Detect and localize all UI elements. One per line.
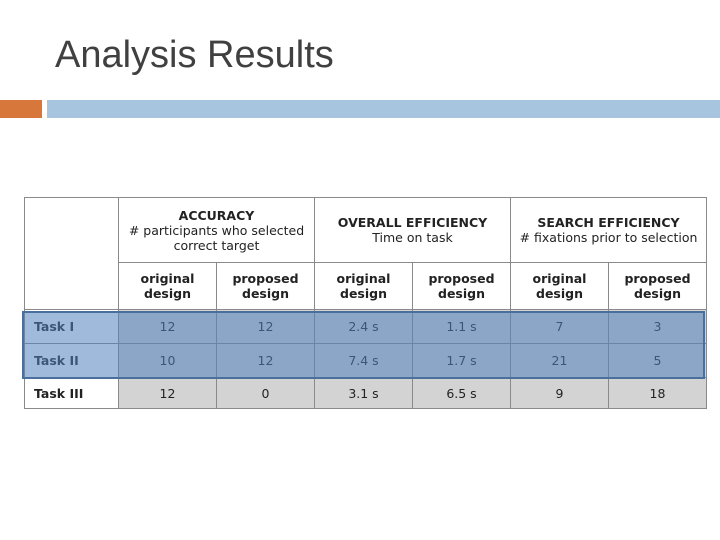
cell-text: original design (336, 271, 391, 301)
sub-header: original design (314, 262, 413, 310)
data-cell: 6.5 s (412, 377, 511, 409)
sub-header: original design (118, 262, 217, 310)
row-label: Task III (24, 377, 119, 409)
data-cell: 9 (510, 377, 609, 409)
cell-text: original design (140, 271, 195, 301)
cell-text: 3.1 s (348, 385, 379, 401)
sub-header: proposed design (608, 262, 707, 310)
cell-text: proposed design (624, 271, 691, 301)
cell-text: proposed design (428, 271, 495, 301)
cell-text: 18 (649, 385, 666, 401)
corner-cell (24, 197, 119, 310)
header-bar (47, 100, 720, 118)
cell-text: ACCURACY (178, 207, 255, 223)
data-cell: 3.1 s (314, 377, 413, 409)
cell-text: 6.5 s (446, 385, 477, 401)
accent-bar (0, 100, 42, 118)
cell-text: 0 (261, 385, 270, 401)
cell-text: # fixations prior to selection (519, 230, 698, 245)
sub-header: original design (510, 262, 609, 310)
group-header: SEARCH EFFICIENCY # fixations prior to se… (510, 197, 707, 263)
sub-header: proposed design (412, 262, 511, 310)
slide-title: Analysis Results (55, 34, 334, 76)
cell-text: Time on task (372, 230, 453, 245)
group-header: OVERALL EFFICIENCY Time on task (314, 197, 511, 263)
cell-text: SEARCH EFFICIENCY (537, 215, 680, 230)
cell-text: Task III (34, 385, 84, 401)
data-cell: 18 (608, 377, 707, 409)
highlight-overlay (22, 311, 705, 379)
data-cell: 12 (118, 377, 217, 409)
data-cell: 0 (216, 377, 315, 409)
group-header: ACCURACY # participants who selected corr… (118, 197, 315, 263)
cell-text: 12 (159, 385, 176, 401)
sub-header: proposed design (216, 262, 315, 310)
cell-text: 9 (555, 385, 564, 401)
cell-text: original design (532, 271, 587, 301)
cell-text: # participants who selected correct targ… (128, 222, 305, 253)
cell-text: OVERALL EFFICIENCY (337, 215, 488, 230)
cell-text: proposed design (232, 271, 299, 301)
